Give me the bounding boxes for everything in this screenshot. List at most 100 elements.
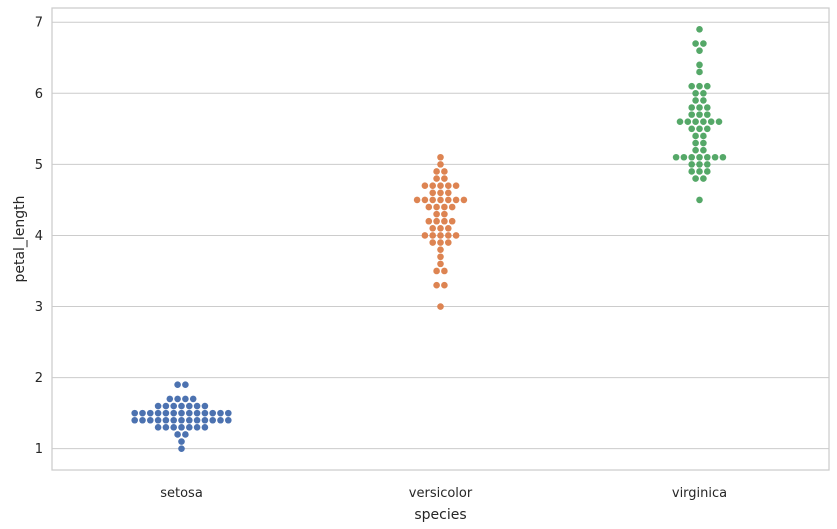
data-point-setosa [193, 409, 201, 417]
data-point-setosa [186, 409, 193, 417]
data-point-setosa [186, 402, 193, 410]
data-point-virginica [688, 153, 695, 161]
data-point-versicolor [441, 281, 448, 289]
data-point-versicolor [437, 161, 444, 168]
data-point-setosa [178, 409, 185, 417]
data-point-setosa [154, 424, 162, 431]
data-point-setosa [201, 409, 209, 417]
data-point-virginica [704, 161, 711, 168]
data-point-versicolor [441, 217, 448, 225]
data-point-versicolor [460, 196, 468, 204]
data-point-versicolor [433, 281, 440, 289]
data-point-versicolor [429, 189, 437, 197]
data-point-versicolor [437, 189, 444, 197]
data-point-setosa [182, 395, 189, 403]
data-point-virginica [700, 175, 707, 182]
data-point-virginica [707, 118, 715, 126]
data-point-setosa [209, 416, 216, 424]
data-point-setosa [189, 395, 197, 403]
data-point-setosa [182, 381, 189, 389]
data-point-setosa [225, 409, 232, 417]
data-point-virginica [688, 104, 695, 111]
data-point-virginica [688, 125, 695, 133]
data-point-setosa [174, 395, 181, 403]
data-point-setosa [217, 409, 224, 417]
data-point-setosa [193, 416, 201, 424]
data-point-setosa [162, 416, 170, 424]
data-point-versicolor [445, 239, 452, 246]
data-point-setosa [225, 416, 232, 424]
data-point-virginica [696, 153, 703, 161]
data-point-versicolor [437, 153, 444, 161]
data-point-virginica [696, 196, 703, 204]
data-point-virginica [704, 104, 711, 111]
data-point-versicolor [421, 182, 429, 189]
data-point-versicolor [441, 168, 448, 175]
data-point-virginica [692, 97, 699, 104]
data-point-versicolor [452, 182, 460, 189]
data-point-setosa [201, 424, 209, 431]
data-point-versicolor [445, 182, 452, 189]
data-point-virginica [692, 89, 699, 97]
data-point-setosa [131, 416, 138, 424]
data-point-virginica [688, 161, 695, 168]
data-point-setosa [154, 416, 162, 424]
data-point-versicolor [441, 267, 448, 275]
data-point-setosa [186, 416, 193, 424]
data-point-virginica [700, 132, 707, 140]
data-point-virginica [680, 153, 688, 161]
data-point-versicolor [445, 196, 452, 204]
data-point-virginica [692, 175, 699, 182]
data-point-versicolor [433, 267, 440, 275]
y-tick-label-6: 6 [35, 87, 43, 102]
data-point-setosa [170, 402, 177, 410]
data-point-setosa [178, 416, 185, 424]
data-point-virginica [692, 139, 699, 147]
y-tick-labels: 1 2 3 4 5 6 7 [35, 16, 43, 457]
data-point-versicolor [437, 196, 444, 204]
data-point-virginica [700, 97, 707, 104]
data-point-setosa [174, 431, 181, 438]
plot-area-frame [51, 7, 830, 471]
data-point-versicolor [425, 217, 433, 225]
data-point-setosa [131, 409, 138, 417]
y-tick-label-2: 2 [35, 371, 43, 386]
data-point-versicolor [445, 232, 452, 239]
data-point-virginica [696, 168, 703, 175]
data-point-versicolor [429, 182, 437, 189]
data-point-virginica [672, 153, 680, 161]
x-tick-label-versicolor: versicolor [409, 486, 473, 501]
data-point-setosa [193, 402, 201, 410]
data-point-versicolor [452, 196, 460, 204]
data-point-virginica [700, 118, 707, 126]
data-point-versicolor [441, 203, 448, 211]
data-point-versicolor [437, 239, 444, 246]
data-point-virginica [719, 153, 727, 161]
data-point-setosa [178, 438, 185, 445]
data-point-virginica [696, 82, 703, 90]
data-point-versicolor [433, 175, 440, 182]
data-point-versicolor [437, 260, 444, 268]
data-point-versicolor [445, 189, 452, 197]
data-point-setosa [170, 409, 177, 417]
data-point-versicolor [452, 232, 460, 239]
data-points [131, 26, 727, 452]
data-point-setosa [154, 409, 162, 417]
data-point-virginica [696, 161, 703, 168]
x-tick-label-setosa: setosa [160, 486, 203, 501]
data-point-versicolor [441, 175, 448, 182]
data-point-setosa [147, 409, 154, 417]
data-point-setosa [178, 424, 185, 431]
data-point-virginica [700, 146, 707, 154]
data-point-versicolor [425, 203, 433, 211]
data-point-setosa [166, 395, 174, 403]
data-point-versicolor [433, 168, 440, 175]
x-tick-labels: setosa versicolor virginica [160, 486, 727, 501]
data-point-virginica [696, 26, 703, 33]
data-point-setosa [178, 402, 185, 410]
x-tick-label-virginica: virginica [672, 486, 727, 501]
data-point-versicolor [421, 196, 429, 204]
data-point-setosa [201, 416, 209, 424]
data-point-versicolor [448, 203, 456, 211]
